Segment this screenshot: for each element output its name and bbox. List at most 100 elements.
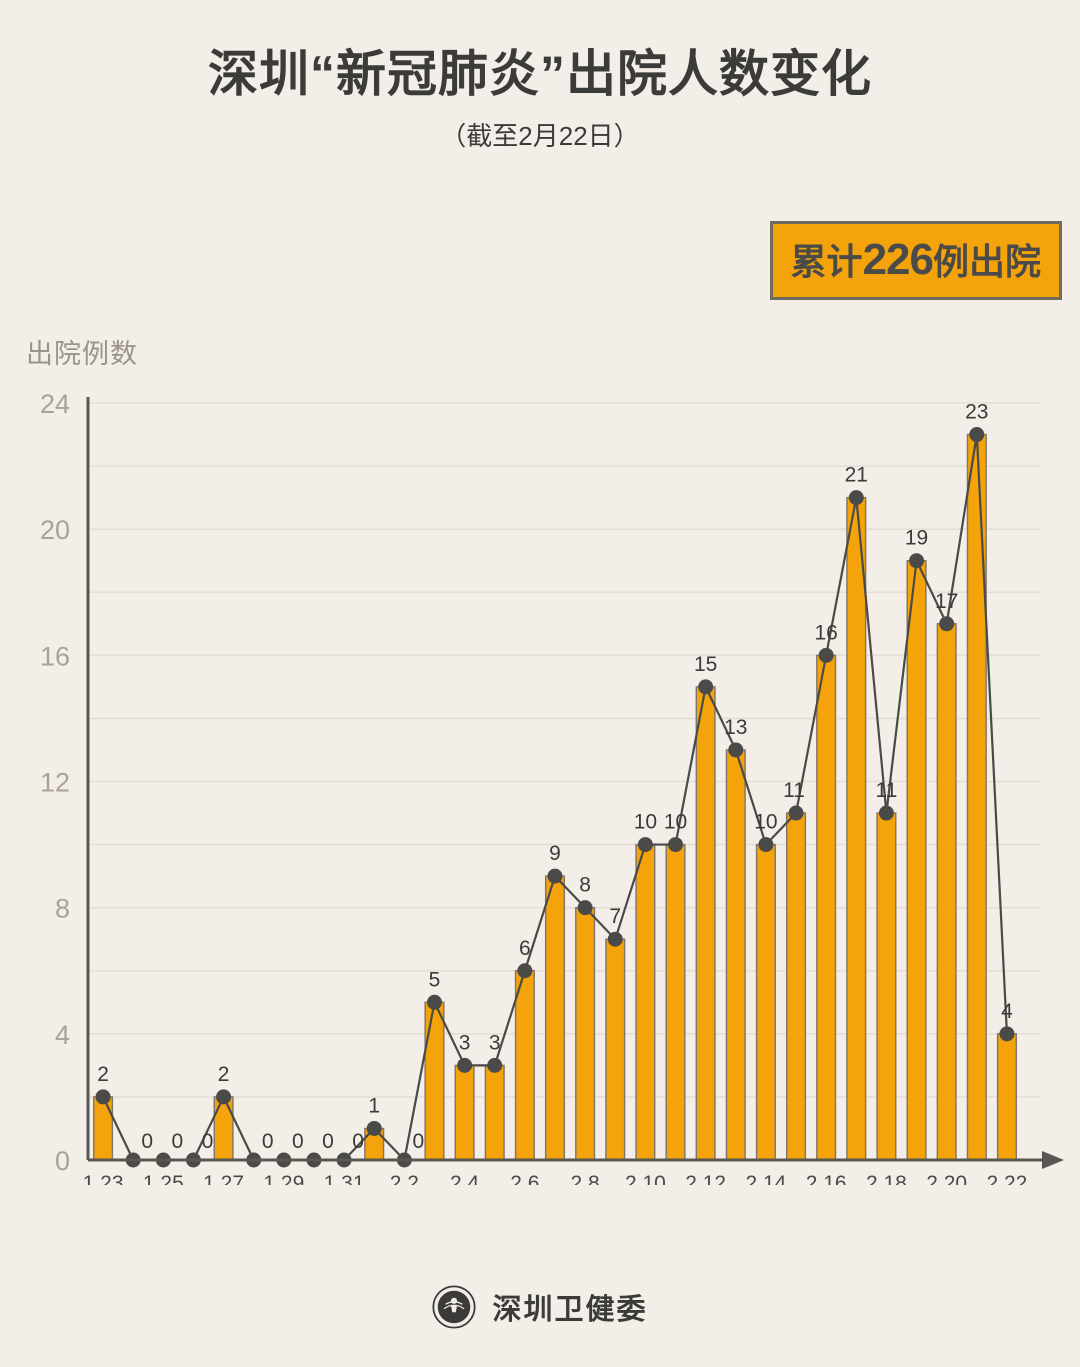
data-value-label: 5: [429, 968, 441, 991]
data-point-marker: [939, 616, 955, 632]
data-value-label: 15: [694, 653, 717, 676]
bar: [846, 496, 867, 1161]
data-value-label: 1: [368, 1094, 380, 1117]
data-point-marker: [457, 1057, 473, 1073]
bar: [635, 843, 656, 1161]
data-value-label: 0: [141, 1130, 153, 1153]
bar: [605, 938, 626, 1161]
data-value-label: 0: [171, 1130, 183, 1153]
data-point-marker: [818, 647, 834, 663]
x-axis-tick-label: 1.27: [203, 1172, 244, 1185]
x-axis-tick-label: 2.14: [745, 1172, 786, 1185]
x-axis-tick-label: 2.18: [866, 1172, 907, 1185]
x-axis-arrowhead: [1042, 1151, 1064, 1169]
y-axis-tick-label: 0: [55, 1146, 70, 1176]
y-axis-tick-label: 4: [55, 1020, 70, 1050]
bar: [424, 1001, 445, 1161]
bar: [816, 654, 837, 1161]
bar: [544, 875, 566, 1161]
data-point-marker: [788, 805, 804, 821]
shenzhen-health-commission-logo-icon: [432, 1285, 477, 1329]
bar: [755, 843, 776, 1161]
x-axis-tick-label: 1.25: [143, 1172, 184, 1185]
x-axis-ticks-group: 1.23 1.25 1.27 1.29 1.31 2.2 2.4 2.6 2.8 2.10 2.12…: [83, 1172, 1028, 1185]
x-axis-tick-label: 2.20: [926, 1172, 967, 1185]
bar: [996, 1033, 1017, 1161]
data-point-marker: [999, 1026, 1015, 1042]
data-value-label: 11: [783, 779, 805, 802]
data-point-marker: [728, 742, 744, 758]
data-value-label: 13: [724, 716, 747, 739]
data-value-label: 10: [754, 811, 777, 834]
y-axis-tick-label: 12: [40, 768, 70, 798]
x-axis-tick-label: 2.22: [986, 1172, 1027, 1185]
data-point-marker: [758, 837, 774, 853]
data-value-label: 0: [202, 1130, 214, 1153]
x-axis-tick-label: 1.23: [83, 1172, 124, 1185]
bar: [785, 812, 807, 1161]
y-axis-tick-label: 24: [40, 389, 70, 419]
data-value-label: 3: [489, 1031, 501, 1054]
status-badge: 累计226例出院: [769, 221, 1062, 300]
axis-group: [86, 397, 1064, 1169]
footer: 深圳卫健委: [0, 1285, 1080, 1329]
bar: [213, 1096, 234, 1161]
data-value-label: 2: [218, 1063, 230, 1086]
x-axis-tick-label: 1.31: [324, 1172, 365, 1185]
x-axis-tick-label: 2.4: [450, 1172, 480, 1185]
data-point-marker: [577, 900, 593, 916]
x-axis-tick-label: 2.8: [571, 1172, 600, 1185]
data-point-marker: [909, 553, 925, 569]
data-value-label: 0: [262, 1130, 274, 1153]
data-value-label: 2: [97, 1063, 109, 1086]
x-axis-tick-label: 2.6: [510, 1172, 539, 1185]
y-axis-title: 出院例数: [26, 339, 138, 369]
y-axis-tick-label: 16: [40, 641, 70, 671]
badge-total-number: 226: [862, 235, 934, 284]
data-point-marker: [637, 837, 653, 853]
bar: [906, 560, 927, 1161]
y-axis-ticks-group: 0 4 8 12 16 20 24: [40, 389, 70, 1176]
gridlines-group: [88, 402, 1040, 1098]
bar: [936, 623, 957, 1161]
page-subtitle: （截至2月22日）: [440, 120, 640, 151]
data-point-marker: [547, 868, 563, 884]
data-point-marker: [878, 805, 894, 821]
chart-header: 深圳“新冠肺炎”出院人数变化 （截至2月22日）: [0, 0, 1080, 153]
bar: [454, 1064, 475, 1161]
total-badge-container: 累计226例出院: [769, 221, 1062, 300]
data-value-label: 0: [413, 1130, 425, 1153]
data-value-label: 0: [322, 1130, 334, 1153]
data-point-markers-group: [95, 427, 1015, 1168]
data-value-label: 10: [634, 811, 657, 834]
data-value-label: 23: [965, 401, 988, 424]
x-axis-tick-label: 2.10: [625, 1172, 666, 1185]
data-value-label: 3: [459, 1031, 471, 1054]
data-value-label: 0: [352, 1130, 364, 1153]
x-axis-tick-label: 1.29: [263, 1172, 304, 1185]
bar: [93, 1096, 114, 1161]
badge-suffix-label: 例出院: [932, 241, 1041, 282]
data-value-label: 21: [845, 464, 868, 487]
data-value-label: 17: [935, 590, 958, 613]
bar: [575, 906, 596, 1161]
data-point-marker: [366, 1120, 382, 1136]
data-value-label: 8: [579, 874, 591, 897]
data-point-marker: [95, 1089, 111, 1105]
y-axis-tick-label: 8: [55, 894, 70, 924]
data-point-marker: [698, 679, 714, 695]
data-value-label: 6: [519, 937, 531, 960]
x-axis-tick-label: 2.2: [390, 1172, 419, 1185]
data-point-marker: [426, 994, 442, 1010]
y-axis-tick-label: 20: [40, 515, 70, 545]
data-point-marker: [668, 837, 684, 853]
data-value-label: 10: [664, 811, 687, 834]
data-value-label: 11: [876, 779, 898, 802]
data-value-label: 0: [292, 1130, 304, 1153]
data-value-label: 9: [549, 842, 561, 865]
data-point-marker: [969, 427, 985, 443]
data-value-label: 16: [814, 621, 837, 644]
page-title: 深圳“新冠肺炎”出院人数变化: [208, 46, 872, 102]
